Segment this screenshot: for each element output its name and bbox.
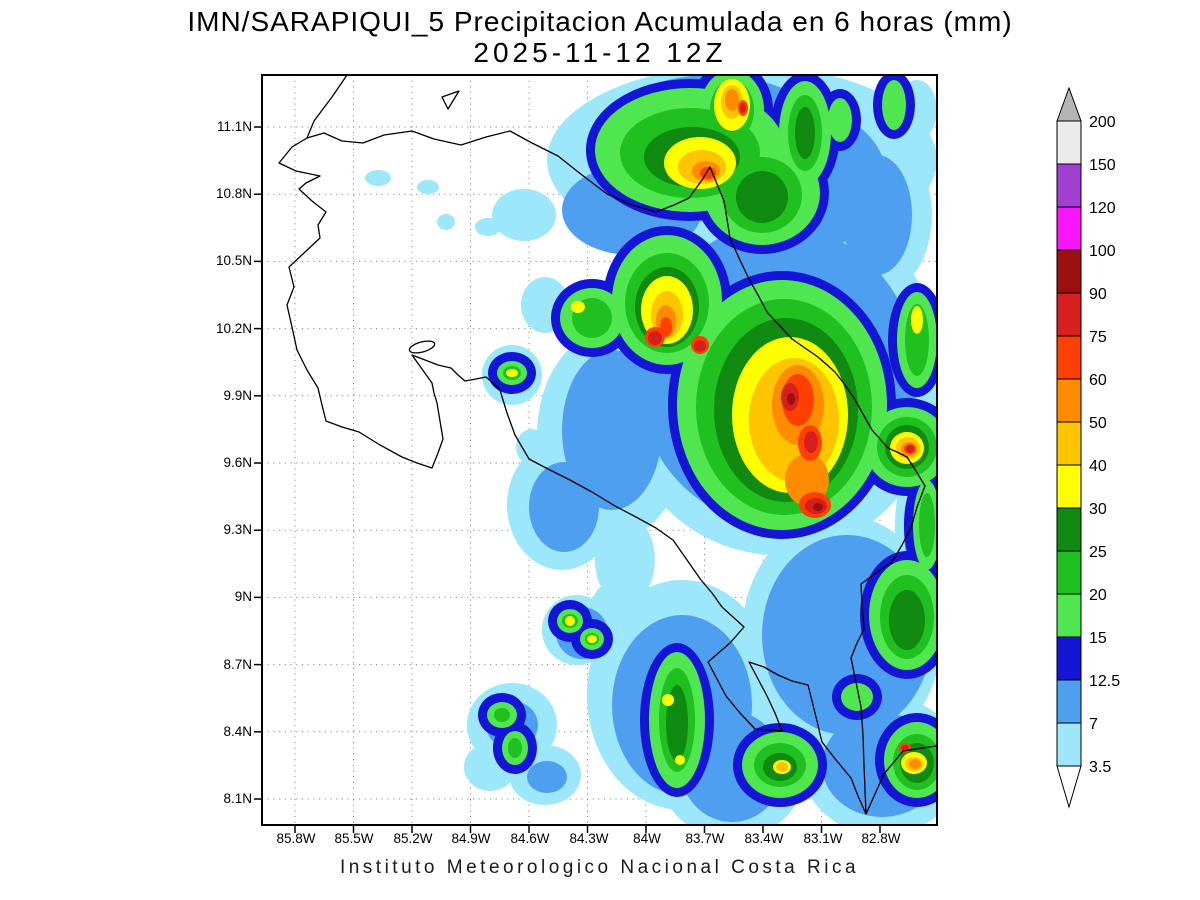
coastline-nicaragua-border — [306, 75, 711, 213]
y-axis-tick-label: 9.6N — [223, 455, 252, 470]
x-axis-tick-label: 84.3W — [569, 831, 609, 846]
colorbar-segment — [1056, 464, 1082, 509]
colorbar-segment — [1056, 292, 1082, 337]
y-axis-tick-label: 8.1N — [223, 791, 252, 806]
y-axis-tick-label: 11.1N — [216, 119, 252, 134]
colorbar-segment — [1056, 550, 1082, 595]
lake-outline — [441, 90, 460, 110]
colorbar-under-arrow — [1056, 765, 1082, 809]
y-axis-tick-label: 9N — [234, 589, 252, 604]
colorbar-segment — [1056, 636, 1082, 681]
colorbar-label: 20 — [1089, 587, 1107, 604]
colorbar-segment — [1056, 335, 1082, 380]
colorbar-label: 30 — [1089, 501, 1107, 518]
colorbar-segment — [1056, 421, 1082, 466]
colorbar-label: 3.5 — [1089, 759, 1111, 776]
coastline-pacific — [278, 137, 937, 815]
colorbar-segment — [1056, 206, 1082, 251]
x-axis-tick-label: 84.9W — [451, 831, 491, 846]
colorbar-label: 90 — [1089, 286, 1107, 303]
x-axis-tick-label: 83.7W — [685, 831, 725, 846]
colorbar-segment — [1056, 679, 1082, 724]
border-panama — [850, 485, 926, 815]
colorbar-label: 7 — [1089, 716, 1098, 733]
coastline — [278, 75, 937, 815]
colorbar-label: 60 — [1089, 372, 1107, 389]
y-axis-tick-label: 10.8N — [215, 186, 252, 201]
colorbar-label: 15 — [1089, 630, 1107, 647]
y-axis-tick-label: 8.7N — [223, 657, 252, 672]
x-axis-tick-label: 85.5W — [334, 831, 374, 846]
colorbar-label: 100 — [1089, 243, 1116, 260]
colorbar-label: 120 — [1089, 200, 1116, 217]
x-axis-tick-label: 83.4W — [744, 831, 784, 846]
colorbar-segment — [1056, 593, 1082, 638]
y-axis-tick-label: 10.2N — [215, 321, 252, 336]
footer-caption: Instituto Meteorologico Nacional Costa R… — [339, 857, 860, 878]
x-axis-tick-label: 83.1W — [803, 831, 843, 846]
precip-layer-90-100 — [787, 393, 823, 511]
colorbar-label: 12.5 — [1089, 673, 1120, 690]
island-outline — [408, 340, 436, 354]
y-axis-tick-label: 9.3N — [223, 522, 252, 537]
page-datetime: 2025-11-12 12Z — [473, 37, 727, 68]
colorbar-label: 40 — [1089, 458, 1107, 475]
colorbar-label: 200 — [1089, 114, 1116, 131]
colorbar-label: 50 — [1089, 415, 1107, 432]
colorbar: 200 150 120 100 90 75 60 50 40 30 25 20 … — [1056, 87, 1120, 809]
precip-layer-75-90 — [648, 103, 914, 751]
y-axis-tick-label: 8.4N — [223, 724, 252, 739]
y-axis-tick-label: 9.9N — [223, 388, 252, 403]
colorbar-segment — [1056, 163, 1082, 208]
colorbar-label: 75 — [1089, 329, 1107, 346]
coastline-caribbean — [709, 166, 926, 487]
colorbar-label: 150 — [1089, 157, 1116, 174]
map-frame — [261, 74, 938, 826]
colorbar-segment — [1056, 249, 1082, 294]
x-axis-tick-label: 85.8W — [276, 831, 316, 846]
x-axis-tick-label: 84.6W — [510, 831, 550, 846]
y-axis-tick-label: 10.5N — [215, 253, 252, 268]
precip-shading — [365, 75, 937, 825]
colorbar-segment — [1056, 378, 1082, 423]
page-title: IMN/SARAPIQUI_5 Precipitacion Acumulada … — [187, 6, 1013, 37]
colorbar-label: 25 — [1089, 544, 1107, 561]
precipitation-map — [254, 74, 938, 833]
colorbar-segment — [1056, 722, 1082, 767]
x-axis-tick-label: 84W — [633, 831, 661, 846]
x-axis-tick-label: 85.2W — [393, 831, 433, 846]
axis-ticks — [254, 126, 881, 833]
colorbar-segment — [1056, 120, 1082, 165]
x-axis-tick-label: 82.8W — [861, 831, 901, 846]
colorbar-over-arrow — [1056, 87, 1082, 122]
colorbar-segment — [1056, 507, 1082, 552]
